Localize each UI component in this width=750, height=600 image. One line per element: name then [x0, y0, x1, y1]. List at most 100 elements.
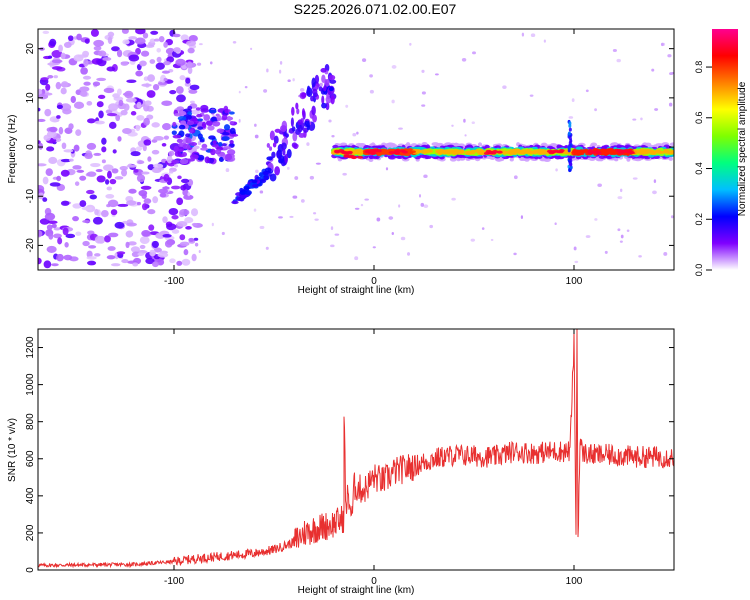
- spectrogram-cell: [477, 142, 483, 147]
- spectrogram-cell: [409, 42, 412, 46]
- spectrogram-cell: [134, 37, 146, 45]
- spectrogram-cell: [273, 135, 279, 144]
- spectrogram-cell: [152, 83, 160, 91]
- spectrogram-cell: [38, 118, 46, 122]
- spectrogram-marks: [38, 29, 674, 269]
- spectrogram-cell: [345, 104, 349, 108]
- spectrogram-cell: [299, 88, 305, 92]
- spectrogram-cell: [62, 108, 72, 115]
- spectrogram-cell: [511, 148, 517, 154]
- spectrogram-cell: [278, 69, 282, 74]
- spectrogram-cell: [315, 162, 321, 165]
- colorbar-tick-label: 0.6: [694, 112, 704, 125]
- spectrogram-cell: [127, 241, 137, 246]
- spectrogram-cell: [310, 95, 315, 102]
- spectrogram-cell: [321, 102, 327, 109]
- spectrogram-cell: [130, 111, 137, 116]
- spectrogram-cell: [543, 39, 546, 43]
- spectrogram-cell: [135, 29, 146, 35]
- spectrogram-cell: [96, 175, 106, 183]
- spectrogram-cell: [221, 136, 230, 141]
- spectrogram-cell: [80, 67, 88, 75]
- spectrogram-cell: [101, 146, 107, 153]
- spectrogram-cell: [208, 135, 216, 140]
- spectrogram-cell: [513, 175, 518, 180]
- spectrogram-cell: [144, 100, 152, 106]
- spectrogram-cell: [51, 59, 63, 64]
- spectrogram-cell: [162, 123, 172, 131]
- spectrogram-cell: [155, 232, 166, 239]
- spectrogram-cell: [180, 178, 190, 184]
- spectrogram-cell: [152, 261, 159, 268]
- spectrogram-cell: [274, 128, 281, 133]
- spectrogram-cell: [166, 155, 173, 164]
- spectrogram-cell: [625, 150, 632, 154]
- spectrogram-cell: [82, 240, 90, 247]
- colorbar: 0.0 0.2 0.4 0.6 0.8 Normalized spectral ampl…: [694, 29, 748, 276]
- spectrogram-cell: [55, 81, 62, 90]
- colorbar-label: Normalized spectral amplitude: [737, 81, 748, 216]
- spectrogram-cell: [264, 167, 272, 173]
- spectrogram-cell: [183, 249, 189, 256]
- spectrogram-cell: [258, 172, 263, 177]
- spectrogram-cell: [175, 86, 184, 94]
- spectrogram-cell: [158, 188, 169, 194]
- spectrogram-cell: [266, 68, 269, 73]
- spectrogram-cell: [385, 143, 393, 148]
- spectrogram-cell: [153, 247, 162, 253]
- spectrogram-cell: [388, 216, 394, 220]
- spectrogram-cell: [176, 221, 188, 227]
- spectrogram-cell: [568, 127, 572, 132]
- spectrogram-cell: [141, 193, 147, 199]
- spectrogram-cell: [161, 70, 170, 74]
- spectrogram-cell: [126, 164, 137, 168]
- spectrogram-cell: [147, 156, 152, 162]
- spectrogram-cell: [391, 231, 394, 235]
- spectrogram-cell: [229, 133, 239, 137]
- spectrogram-cell: [83, 58, 89, 67]
- spectrogram-cell: [135, 124, 141, 132]
- spectrogram-cell: [354, 256, 359, 261]
- spectrogram-cell: [585, 89, 589, 93]
- spectrogram-cell: [161, 142, 167, 147]
- spectrogram-cell: [657, 150, 665, 154]
- spectrogram-cell: [76, 33, 82, 41]
- spectrogram-cell: [284, 153, 289, 164]
- spectrogram-cell: [198, 43, 203, 46]
- spectrogram-cell: [274, 166, 281, 176]
- spectrogram-cell: [121, 168, 128, 177]
- spectrogram-cell: [62, 227, 69, 236]
- spectrogram-cell: [423, 174, 428, 178]
- spectrogram-cell: [263, 175, 269, 181]
- spectrogram-cell: [626, 229, 630, 232]
- spectrogram-cell: [252, 184, 259, 188]
- spectrogram-cell: [60, 200, 70, 206]
- spectrogram-cell: [122, 39, 130, 45]
- spectrogram-cell: [151, 167, 162, 174]
- spectrogram-cell: [51, 66, 63, 70]
- spectrogram-cell: [573, 246, 577, 251]
- spectrogram-cell: [502, 85, 507, 90]
- spectrogram-cell: [604, 250, 608, 254]
- spectrogram-cell: [398, 127, 403, 130]
- spectrogram-cell: [125, 241, 130, 249]
- spectrogram-cell: [531, 149, 538, 155]
- spectrogram-cell: [424, 154, 430, 159]
- spectrogram-cell: [569, 155, 573, 160]
- spectrogram-cell: [125, 230, 134, 238]
- spectrogram-cell: [567, 131, 571, 136]
- spectrogram-cell: [292, 78, 295, 82]
- spectrogram-cell: [180, 34, 189, 41]
- spectrogram-cell: [649, 150, 657, 155]
- spectrogram-cell: [271, 151, 276, 159]
- spectrogram-cell: [663, 252, 668, 256]
- spectrogram-cell: [179, 75, 186, 81]
- spectrogram-cell: [61, 81, 69, 88]
- snr-ytick-label: 0: [25, 567, 36, 573]
- spectrogram-cell: [193, 237, 199, 241]
- spectrogram-cell: [38, 142, 44, 150]
- spectrogram-cell: [619, 149, 626, 153]
- spectrogram-cell: [148, 224, 155, 231]
- spectrogram-cell: [87, 260, 97, 266]
- spectrogram-cell: [632, 118, 637, 121]
